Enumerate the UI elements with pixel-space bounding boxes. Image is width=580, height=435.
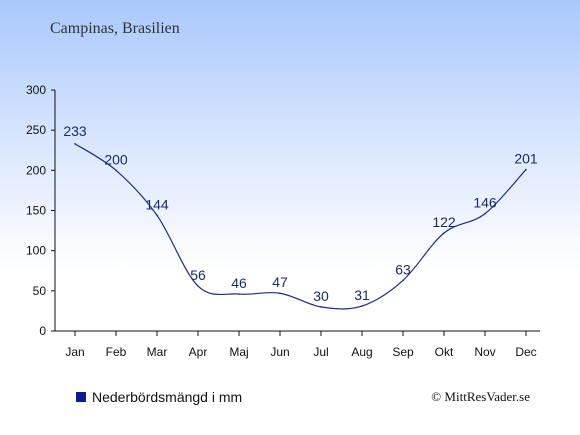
y-tick-label: 200 bbox=[26, 163, 46, 177]
x-tick-label: Okt bbox=[435, 345, 454, 359]
x-tick-label: Jul bbox=[313, 345, 328, 359]
data-point bbox=[402, 279, 404, 282]
legend-swatch bbox=[76, 392, 86, 402]
y-tick-label: 250 bbox=[26, 123, 46, 137]
x-tick-label: Jan bbox=[65, 345, 84, 359]
data-point bbox=[484, 212, 486, 215]
x-tick-label: Apr bbox=[189, 345, 208, 359]
data-label: 63 bbox=[395, 261, 411, 277]
data-point bbox=[443, 232, 445, 234]
data-point bbox=[361, 305, 363, 307]
credit-text: © MittResVader.se bbox=[431, 389, 530, 404]
series-line-group bbox=[74, 143, 527, 310]
x-tick-label: Mar bbox=[147, 345, 168, 359]
x-tick-label: Maj bbox=[229, 345, 248, 359]
y-tick-label: 100 bbox=[26, 244, 46, 258]
x-tick-label: Feb bbox=[106, 345, 127, 359]
data-label: 144 bbox=[145, 196, 169, 212]
data-point bbox=[279, 292, 281, 295]
chart-title: Campinas, Brasilien bbox=[50, 20, 180, 37]
x-axis-ticks: Jan Feb Mar Apr Maj Jun Jul Aug Sep Okt Nov Dec bbox=[65, 331, 537, 359]
data-label: 46 bbox=[231, 275, 247, 291]
legend-label: Nederbördsmängd i mm bbox=[92, 389, 243, 405]
data-point bbox=[238, 293, 240, 295]
data-point bbox=[115, 169, 117, 172]
y-axis-ticks: 0 50 100 150 200 250 300 bbox=[26, 83, 55, 338]
data-labels: 233 200 144 56 46 47 30 31 63 122 146 201 bbox=[63, 123, 538, 304]
data-label: 146 bbox=[473, 195, 497, 211]
legend: Nederbördsmängd i mm bbox=[76, 389, 242, 405]
data-point bbox=[197, 285, 199, 287]
data-label: 233 bbox=[63, 123, 87, 139]
chart-axes bbox=[54, 90, 540, 332]
data-point bbox=[525, 168, 527, 171]
data-label: 200 bbox=[104, 151, 128, 167]
x-tick-label: Jun bbox=[270, 345, 289, 359]
series-line bbox=[74, 143, 527, 310]
x-tick-label: Aug bbox=[351, 345, 372, 359]
y-tick-label: 300 bbox=[26, 83, 46, 97]
y-tick-label: 50 bbox=[33, 284, 47, 298]
data-label: 47 bbox=[272, 274, 288, 290]
data-point bbox=[74, 143, 76, 145]
data-label: 31 bbox=[354, 287, 370, 303]
x-tick-label: Nov bbox=[474, 345, 495, 359]
data-label: 56 bbox=[190, 267, 206, 283]
y-tick-label: 150 bbox=[26, 204, 46, 218]
x-tick-label: Dec bbox=[515, 345, 536, 359]
data-label: 201 bbox=[514, 151, 538, 167]
data-label: 30 bbox=[313, 288, 329, 304]
x-tick-label: Sep bbox=[392, 345, 414, 359]
y-tick-label: 0 bbox=[39, 324, 46, 338]
data-point bbox=[156, 214, 158, 217]
data-point bbox=[320, 306, 322, 308]
data-label: 122 bbox=[432, 214, 456, 230]
